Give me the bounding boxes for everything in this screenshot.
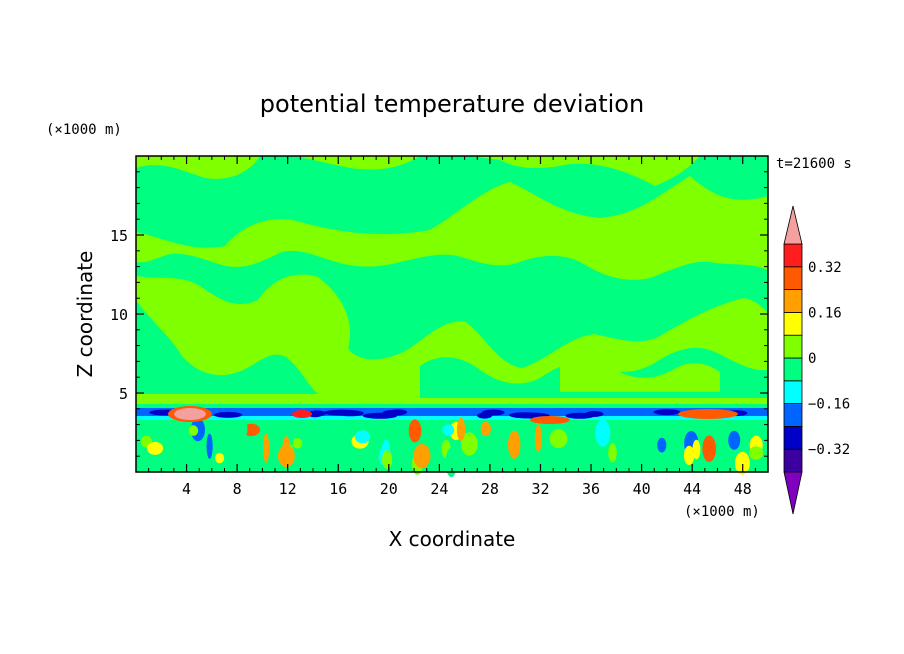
contour-region bbox=[456, 417, 466, 441]
contour-region bbox=[213, 411, 243, 418]
x-tick-label: 48 bbox=[734, 480, 752, 498]
contour-region bbox=[408, 419, 422, 443]
colorbar-band bbox=[783, 266, 803, 290]
colorbar-label: 0.32 bbox=[808, 260, 842, 276]
contour-region bbox=[445, 447, 458, 478]
x-tick-label: 36 bbox=[582, 480, 600, 498]
y-tick-label: 5 bbox=[119, 385, 128, 403]
contour-region bbox=[206, 433, 213, 459]
contour-region bbox=[702, 435, 716, 463]
time-label: t=21600 s bbox=[776, 156, 852, 172]
x-unit-label: (×1000 m) bbox=[684, 504, 760, 520]
colorbar-band bbox=[783, 243, 803, 268]
contour-region bbox=[230, 441, 245, 469]
colorbar-band bbox=[783, 380, 803, 404]
plot-area bbox=[136, 156, 768, 478]
y-tick-labels: 5 10 15 bbox=[110, 227, 128, 403]
contour-region bbox=[653, 409, 681, 416]
contour-region bbox=[215, 452, 225, 464]
contour-region bbox=[442, 424, 455, 436]
y-unit-label: (×1000 m) bbox=[46, 122, 122, 138]
x-tick-label: 32 bbox=[531, 480, 549, 498]
contour-region bbox=[136, 156, 768, 248]
y-axis-label: Z coordinate bbox=[73, 251, 97, 378]
axis-ticks bbox=[136, 156, 768, 472]
contour-region bbox=[549, 429, 568, 449]
contour-region bbox=[508, 430, 521, 459]
contour-region bbox=[534, 424, 542, 453]
field-cells bbox=[140, 409, 764, 478]
contour-region bbox=[389, 409, 408, 416]
colorbar-labels: 0.32 0.16 0 −0.16 −0.32 bbox=[808, 260, 850, 458]
x-tick-label: 24 bbox=[430, 480, 448, 498]
colorbar-upper-extend bbox=[783, 205, 803, 245]
colorbar-band bbox=[783, 357, 803, 382]
contour-region bbox=[292, 410, 312, 418]
contour-region bbox=[354, 430, 371, 444]
contour-region bbox=[683, 445, 695, 466]
colorbar-band bbox=[783, 289, 803, 313]
colorbar-label: −0.32 bbox=[808, 442, 850, 458]
y-tick-label: 15 bbox=[110, 227, 128, 245]
contour-region bbox=[136, 300, 318, 394]
colorbar-band bbox=[783, 425, 803, 450]
chart-title: potential temperature deviation bbox=[260, 90, 644, 118]
contour-region bbox=[362, 412, 398, 419]
contour-region bbox=[481, 409, 505, 416]
contour-region bbox=[692, 439, 701, 460]
colorbar-label: −0.16 bbox=[808, 397, 850, 413]
x-tick-label: 40 bbox=[633, 480, 651, 498]
contour-region bbox=[382, 450, 393, 469]
contour-region bbox=[728, 430, 741, 450]
x-tick-label: 8 bbox=[233, 480, 242, 498]
x-axis-label: X coordinate bbox=[389, 527, 516, 551]
contour-region bbox=[560, 360, 720, 392]
x-tick-label: 44 bbox=[683, 480, 701, 498]
x-tick-label: 28 bbox=[481, 480, 499, 498]
contour-region bbox=[292, 438, 303, 449]
x-tick-labels: 4 8 12 16 20 24 28 32 36 40 44 48 bbox=[182, 480, 752, 498]
contour-region bbox=[461, 432, 478, 456]
x-tick-label: 12 bbox=[279, 480, 297, 498]
colorbar-label: 0.16 bbox=[808, 305, 842, 321]
colorbar-band bbox=[783, 448, 803, 473]
colorbar bbox=[783, 205, 803, 515]
contour-region bbox=[678, 409, 738, 419]
colorbar-band bbox=[783, 403, 803, 427]
contour-region bbox=[188, 425, 199, 436]
contour-region bbox=[174, 408, 206, 420]
contour-region bbox=[608, 443, 617, 463]
contour-region bbox=[509, 412, 541, 419]
contour-region bbox=[657, 437, 667, 453]
colorbar-band bbox=[783, 334, 803, 359]
contour-region bbox=[136, 250, 768, 368]
colorbar-lower-extend bbox=[783, 471, 803, 515]
colorbar-label: 0 bbox=[808, 351, 816, 367]
contour-region bbox=[240, 419, 248, 437]
contour-region bbox=[146, 441, 164, 455]
contour-region bbox=[263, 433, 270, 463]
contour-region bbox=[336, 410, 365, 417]
contour-region bbox=[413, 443, 431, 469]
x-tick-label: 16 bbox=[329, 480, 347, 498]
contour-region bbox=[314, 447, 322, 468]
contour-region bbox=[480, 421, 491, 437]
colorbar-band bbox=[783, 311, 803, 336]
contour-region bbox=[136, 408, 768, 416]
contour-region bbox=[278, 445, 295, 468]
x-tick-label: 20 bbox=[380, 480, 398, 498]
contour-region bbox=[565, 412, 595, 419]
contour-region bbox=[530, 416, 570, 424]
y-tick-label: 10 bbox=[110, 306, 128, 324]
contour-region bbox=[136, 416, 768, 420]
contour-region bbox=[749, 446, 764, 460]
contour-region bbox=[595, 419, 611, 447]
contour-region bbox=[734, 451, 750, 475]
x-tick-label: 4 bbox=[182, 480, 191, 498]
